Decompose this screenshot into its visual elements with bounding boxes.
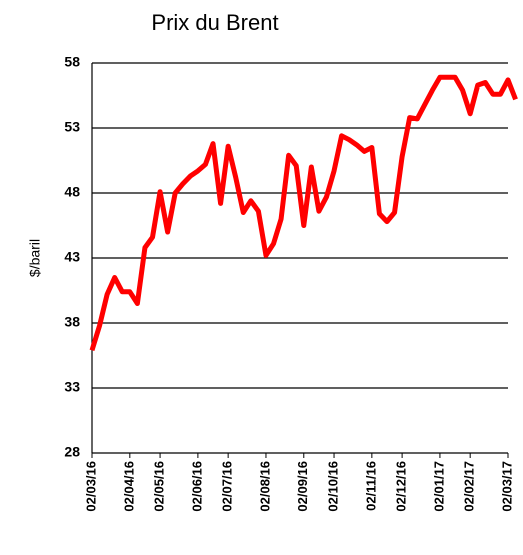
y-tick-label: 58 xyxy=(64,54,80,70)
x-tick-label: 02/10/16 xyxy=(325,461,340,512)
chart-title: Prix du Brent xyxy=(151,10,278,35)
x-tick-label: 02/03/17 xyxy=(499,461,514,512)
x-tick-label: 02/08/16 xyxy=(257,461,272,512)
y-tick-label: 28 xyxy=(64,444,80,460)
line xyxy=(89,74,518,352)
y-tick-label: 48 xyxy=(64,184,80,200)
y-tick-label: 33 xyxy=(64,379,80,395)
y-axis-label: $/baril xyxy=(27,239,43,277)
x-tick-label: 02/01/17 xyxy=(431,461,446,512)
y-tick-label: 53 xyxy=(64,119,80,135)
x-tick-label: 02/09/16 xyxy=(295,461,310,512)
x-tick-label: 02/11/16 xyxy=(363,461,378,511)
x-tick-label: 02/03/16 xyxy=(83,461,98,512)
x-tick-label: 02/02/17 xyxy=(462,461,477,512)
x-tick-label: 02/12/16 xyxy=(394,461,409,512)
x-tick-label: 02/07/16 xyxy=(220,461,235,512)
y-tick-label: 38 xyxy=(64,314,80,330)
x-tick-label: 02/05/16 xyxy=(152,461,167,512)
x-tick-label: 02/04/16 xyxy=(121,461,136,512)
x-tick-label: 02/06/16 xyxy=(189,461,204,512)
y-tick-label: 43 xyxy=(64,249,80,265)
